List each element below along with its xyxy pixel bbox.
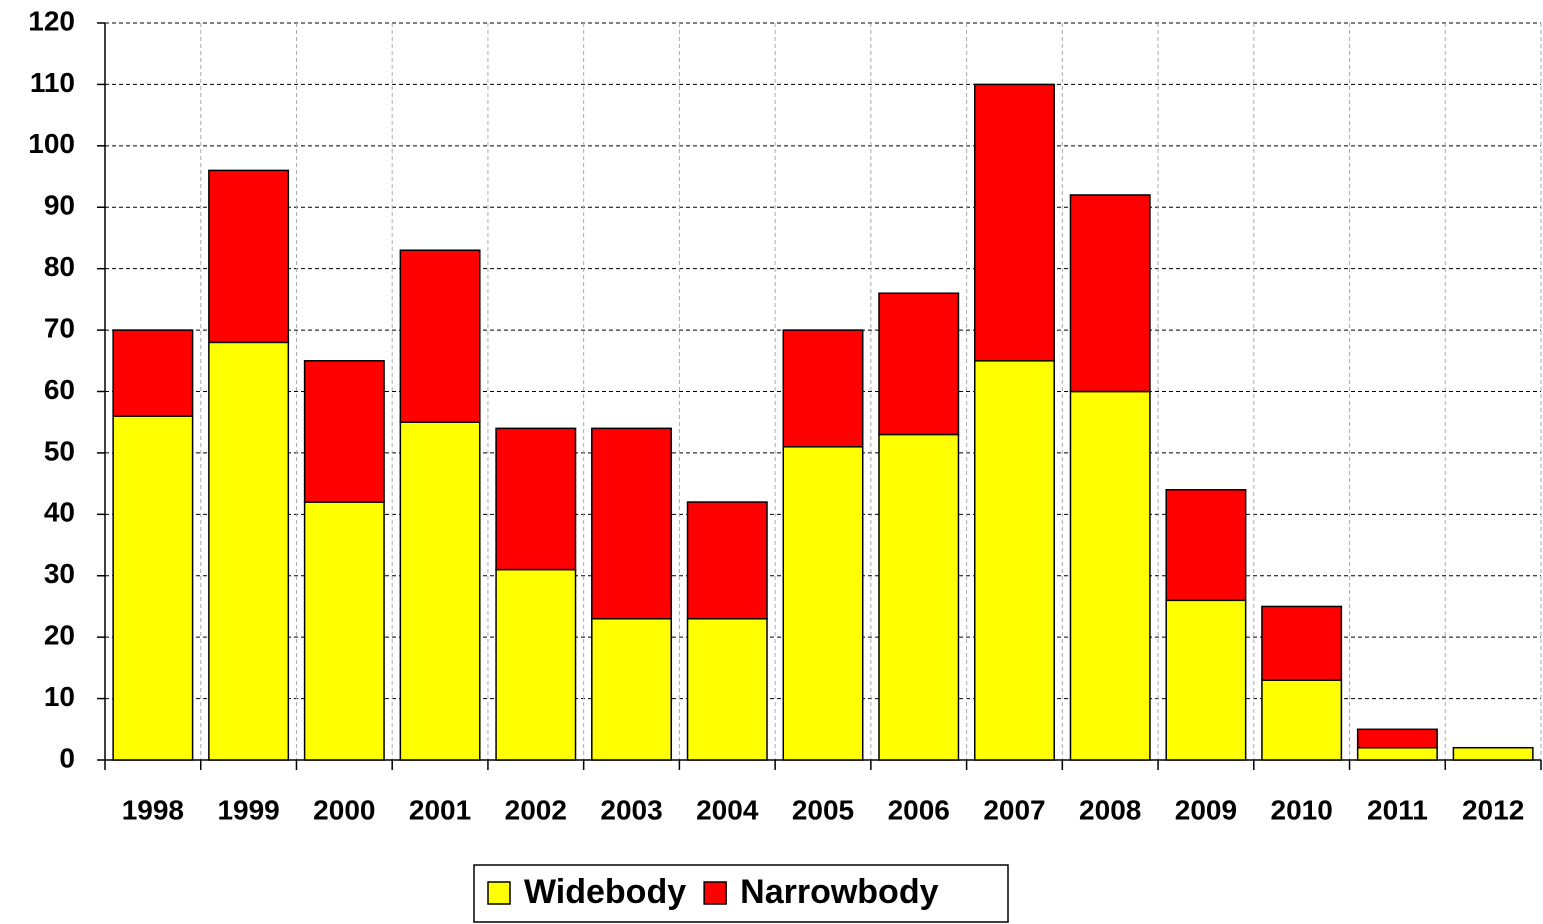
y-tick-label: 0 bbox=[59, 742, 75, 773]
x-tick-label: 2007 bbox=[983, 794, 1045, 825]
bar-segment bbox=[399, 421, 481, 761]
bar-segment bbox=[973, 83, 1055, 362]
x-tick-label: 2001 bbox=[409, 794, 471, 825]
bar-segment bbox=[1165, 489, 1247, 602]
y-tick-label: 10 bbox=[44, 681, 75, 712]
x-tick-label: 2008 bbox=[1079, 794, 1141, 825]
bar-segment bbox=[303, 360, 385, 503]
legend-label: Narrowbody bbox=[740, 873, 938, 911]
x-tick-label: 2006 bbox=[888, 794, 950, 825]
bar-segment bbox=[112, 415, 194, 761]
bar-segment bbox=[1356, 746, 1438, 761]
bar-segment bbox=[495, 427, 577, 571]
x-tick-label: 2011 bbox=[1367, 794, 1428, 825]
y-tick-label: 100 bbox=[28, 128, 75, 159]
y-tick-label: 110 bbox=[30, 67, 75, 98]
legend-swatch bbox=[703, 881, 727, 905]
bar-segment bbox=[1356, 728, 1438, 749]
x-tick-label: 1998 bbox=[122, 794, 184, 825]
bar-segment bbox=[1261, 679, 1343, 761]
bar-segment bbox=[782, 446, 864, 761]
y-tick-label: 80 bbox=[44, 251, 75, 282]
x-tick-label: 2004 bbox=[696, 794, 759, 825]
bar-segment bbox=[973, 360, 1055, 761]
x-tick-label: 2000 bbox=[313, 794, 375, 825]
bar-segment bbox=[686, 501, 768, 620]
bar-segment bbox=[112, 329, 194, 417]
bar-segment bbox=[1452, 746, 1534, 761]
bar-segment bbox=[208, 169, 290, 344]
y-tick-label: 40 bbox=[44, 497, 75, 528]
x-tick-label: 2005 bbox=[792, 794, 854, 825]
y-tick-label: 60 bbox=[44, 374, 75, 405]
bar-segment bbox=[399, 249, 481, 423]
y-tick-label: 50 bbox=[44, 435, 75, 466]
bar-segment bbox=[1165, 599, 1247, 761]
bar-segment bbox=[686, 617, 768, 761]
bar-segment bbox=[1069, 390, 1151, 761]
bar-segment bbox=[1069, 194, 1151, 393]
y-tick-label: 20 bbox=[44, 620, 75, 651]
x-tick-label: 2009 bbox=[1175, 794, 1237, 825]
bar-segment bbox=[1261, 605, 1343, 681]
x-tick-label: 1999 bbox=[217, 794, 279, 825]
x-tick-label: 2010 bbox=[1271, 794, 1333, 825]
bar-segment bbox=[878, 433, 960, 761]
x-tick-label: 2003 bbox=[600, 794, 662, 825]
y-tick-label: 120 bbox=[28, 5, 75, 36]
y-tick-label: 90 bbox=[44, 190, 75, 221]
bar-segment bbox=[495, 568, 577, 761]
legend-label: Widebody bbox=[524, 873, 686, 911]
y-tick-label: 30 bbox=[44, 558, 75, 589]
bar-segment bbox=[303, 501, 385, 761]
y-tick-label: 70 bbox=[44, 312, 75, 343]
x-tick-label: 2002 bbox=[505, 794, 567, 825]
bar-segment bbox=[591, 617, 673, 761]
legend-box bbox=[473, 864, 1009, 923]
bar-segment bbox=[208, 341, 290, 761]
x-tick-label: 2012 bbox=[1462, 794, 1524, 825]
legend-swatch bbox=[487, 881, 511, 905]
bar-segment bbox=[591, 427, 673, 620]
bar-segment bbox=[878, 292, 960, 436]
bar-segment bbox=[782, 329, 864, 448]
